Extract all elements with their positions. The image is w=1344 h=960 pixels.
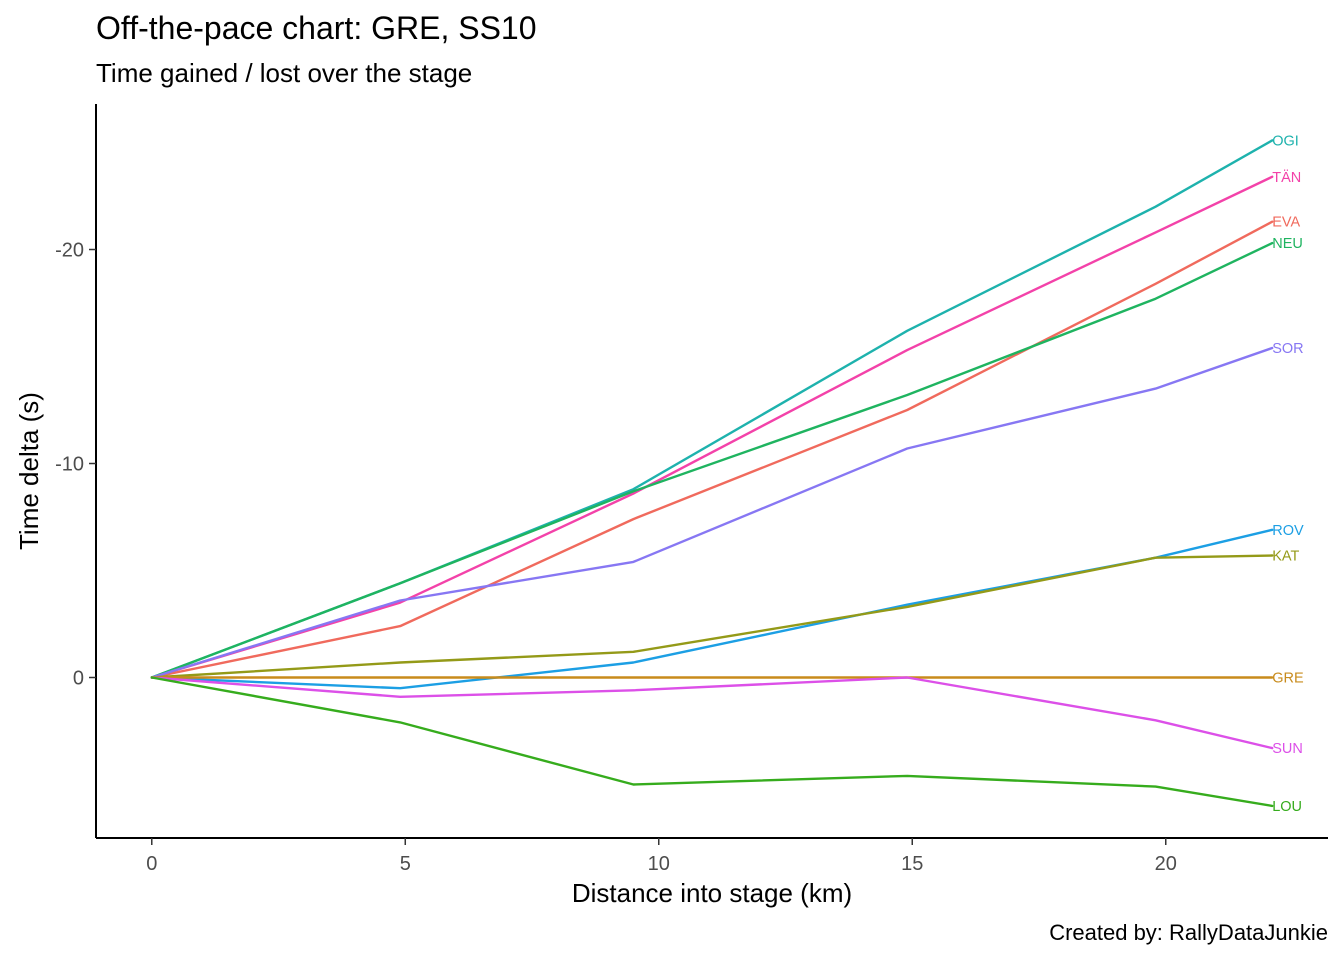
x-tick-label: 0: [146, 853, 157, 875]
series-line-ogi: [150, 139, 1274, 679]
y-tick-label: -10: [55, 454, 84, 476]
series-line-neu: [150, 241, 1274, 679]
series-end-labels: OGI TÄN EVA NEU SOR ROV KAT GRE SUN LOU: [1272, 133, 1304, 815]
series-end-label: NEU: [1272, 236, 1303, 252]
series-end-label: ROV: [1272, 523, 1304, 539]
series-line-eva: [150, 220, 1274, 679]
y-tick-label: -20: [55, 240, 84, 262]
series-end-label: SUN: [1272, 741, 1303, 757]
series-line-sun: [150, 676, 1274, 750]
x-tick-label: 10: [648, 853, 670, 875]
x-axis-ticks: 0 5 10 15 20: [146, 838, 1177, 875]
series-end-label: GRE: [1272, 671, 1304, 687]
series-lines: [150, 139, 1274, 808]
series-end-label: SOR: [1272, 341, 1303, 357]
series-line-rov: [150, 528, 1274, 690]
series-end-label: LOU: [1272, 799, 1302, 815]
x-tick-label: 20: [1155, 853, 1177, 875]
y-axis-ticks: -20 -10 0: [55, 240, 96, 690]
y-tick-label: 0: [73, 668, 84, 690]
series-line-lou: [150, 676, 1274, 808]
series-line-kat: [150, 554, 1274, 679]
series-end-label: EVA: [1272, 215, 1300, 231]
series-end-label: KAT: [1272, 549, 1299, 565]
y-axis-title: Time delta (s): [14, 392, 44, 550]
series-end-label: OGI: [1272, 133, 1299, 149]
series-line-tän: [150, 175, 1274, 679]
x-tick-label: 5: [400, 853, 411, 875]
chart-title: Off-the-pace chart: GRE, SS10: [96, 10, 537, 46]
x-tick-label: 15: [901, 853, 923, 875]
series-end-label: TÄN: [1272, 169, 1301, 186]
chart-subtitle: Time gained / lost over the stage: [96, 58, 473, 88]
x-axis-title: Distance into stage (km): [572, 878, 852, 908]
series-line-sor: [150, 346, 1274, 679]
chart-caption: Created by: RallyDataJunkie: [1049, 920, 1328, 945]
